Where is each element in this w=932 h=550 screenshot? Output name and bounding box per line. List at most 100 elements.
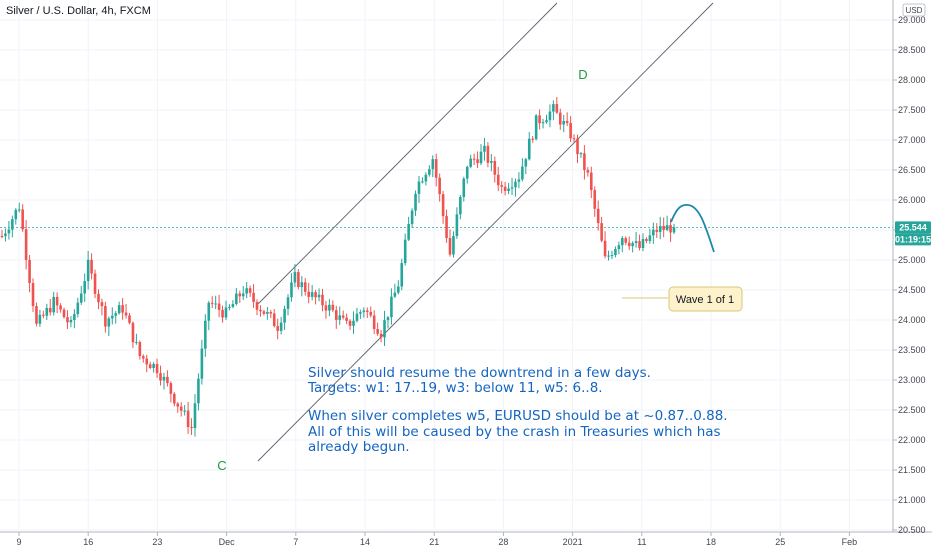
candle-body xyxy=(452,236,455,255)
candle-body xyxy=(231,304,235,307)
candle-body xyxy=(52,296,55,313)
candle-body xyxy=(462,178,466,197)
y-tick-label: 22.500 xyxy=(898,405,926,415)
candle-body xyxy=(614,248,617,256)
candle-body xyxy=(186,410,190,428)
y-tick-label: 26.000 xyxy=(898,195,926,205)
candle-body xyxy=(334,310,338,320)
candle-body xyxy=(645,238,648,242)
candle-body xyxy=(83,281,87,294)
candle-body xyxy=(93,273,97,294)
candle-body xyxy=(17,209,21,211)
currency-label: USD xyxy=(906,6,923,15)
candle-body xyxy=(110,315,114,319)
candle-body xyxy=(365,310,369,312)
y-tick-label: 20.500 xyxy=(898,525,926,535)
countdown-value: 01:19:15 xyxy=(895,234,931,244)
candle-body xyxy=(345,317,348,321)
candle-body xyxy=(262,311,266,314)
y-tick-label: 27.500 xyxy=(898,105,926,115)
candle-body xyxy=(672,227,676,233)
candle-body xyxy=(517,179,521,182)
candle-body xyxy=(293,272,297,283)
candle-body xyxy=(100,302,104,307)
chart-title: Silver / U.S. Dollar, 4h, FXCM xyxy=(6,5,151,17)
candle-body xyxy=(648,235,652,242)
candle-body xyxy=(441,194,445,217)
candle-body xyxy=(548,111,552,121)
channel-upper-line xyxy=(257,2,558,305)
candle-body xyxy=(617,245,621,249)
candle-body xyxy=(372,315,376,329)
candle-body xyxy=(652,229,655,236)
candle-body xyxy=(252,292,255,302)
candle-body xyxy=(210,302,214,304)
x-tick-label: 7 xyxy=(293,537,298,547)
candle-body xyxy=(407,224,410,240)
candle-body xyxy=(538,115,541,124)
candle-body xyxy=(276,326,279,331)
candle-body xyxy=(166,376,169,384)
currency-badge[interactable]: USD xyxy=(902,3,926,17)
candle-body xyxy=(359,312,362,314)
projection-curve xyxy=(670,204,715,253)
candle-body xyxy=(197,378,200,404)
candle-body xyxy=(479,151,483,164)
candle-body xyxy=(114,313,118,316)
candle-body xyxy=(552,104,555,112)
last-price-value: 25.544 xyxy=(899,222,927,232)
candle-body xyxy=(352,320,355,326)
candle-body xyxy=(348,320,352,326)
candle-body xyxy=(397,286,400,293)
y-tick-label: 28.000 xyxy=(898,75,926,85)
candle-body xyxy=(200,348,204,379)
y-tick-label: 24.500 xyxy=(898,285,926,295)
candle-body xyxy=(214,303,217,305)
annotation-line-2: Targets: w1: 17..19, w3: below 11, w5: 6… xyxy=(307,380,603,396)
candle-body xyxy=(465,166,469,179)
candle-body xyxy=(476,159,479,164)
x-tick-label: 21 xyxy=(429,537,439,547)
candle-body xyxy=(310,292,314,297)
candle-body xyxy=(314,292,317,298)
candle-body xyxy=(541,122,545,124)
candle-body xyxy=(45,307,49,316)
candle-body xyxy=(283,308,286,323)
candle-body xyxy=(362,310,366,313)
wave-label-c: C xyxy=(217,458,226,473)
candle-body xyxy=(638,241,641,248)
candle-body xyxy=(545,120,548,123)
candles xyxy=(0,96,676,437)
y-tick-label: 21.500 xyxy=(898,465,926,475)
candle-body xyxy=(128,315,131,323)
candle-body xyxy=(555,104,559,113)
candle-body xyxy=(255,301,259,310)
candle-body xyxy=(569,123,572,139)
candle-body xyxy=(266,312,269,314)
candle-body xyxy=(135,342,138,344)
candle-body xyxy=(472,158,476,160)
candle-body xyxy=(238,293,242,297)
candle-body xyxy=(76,302,80,315)
candle-body xyxy=(331,304,335,311)
candle-body xyxy=(307,291,311,297)
callout-text: Wave 1 of 1 xyxy=(676,294,734,306)
y-tick-label: 27.000 xyxy=(898,135,926,145)
candle-body xyxy=(21,209,24,230)
callout-wave-1: Wave 1 of 1 xyxy=(622,286,743,312)
candle-body xyxy=(607,255,610,257)
annotation-line-1: Silver should resume the downtrend in a … xyxy=(308,365,651,381)
candle-body xyxy=(610,255,614,257)
candle-body xyxy=(248,288,252,293)
candle-body xyxy=(86,259,90,282)
candle-body xyxy=(121,305,124,313)
candle-body xyxy=(224,307,228,318)
annotation-line-5: All of this will be caused by the crash … xyxy=(308,424,721,440)
candle-body xyxy=(527,138,531,160)
candle-body xyxy=(424,174,428,182)
currency-badge-box xyxy=(902,3,926,17)
candle-body xyxy=(204,320,207,349)
x-tick-label: Feb xyxy=(842,537,858,547)
x-tick-label: 9 xyxy=(16,537,21,547)
